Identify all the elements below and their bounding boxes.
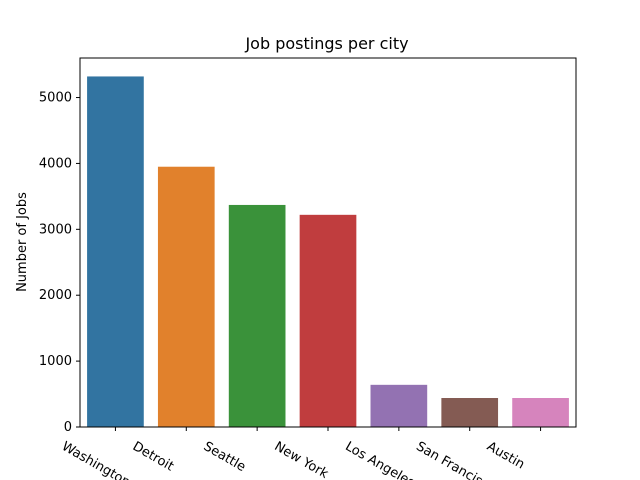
x-tick-label: Los Angeles xyxy=(342,439,417,480)
x-tick-label: Washington xyxy=(59,439,133,480)
x-tick-label: New York xyxy=(272,439,331,480)
bar-washington xyxy=(87,76,144,427)
bar-new-york xyxy=(299,214,357,427)
bar-seattle xyxy=(228,204,286,427)
chart-title: Job postings per city xyxy=(244,34,408,53)
y-tick-label: 3000 xyxy=(39,222,72,237)
y-tick-label: 5000 xyxy=(39,91,72,106)
y-axis-label: Number of Jobs xyxy=(15,192,30,292)
y-tick-label: 4000 xyxy=(39,156,72,171)
y-tick-label: 2000 xyxy=(39,288,72,303)
x-tick-label: San Francisco xyxy=(413,439,498,480)
x-tick-label: Austin xyxy=(484,439,527,472)
bar-detroit xyxy=(157,166,215,428)
y-tick-label: 1000 xyxy=(39,354,72,369)
bar-los-angeles xyxy=(370,384,428,427)
y-tick-label: 0 xyxy=(64,420,72,435)
bars-group xyxy=(87,76,569,428)
y-axis: 0 1000 2000 3000 4000 5000 xyxy=(39,91,80,435)
bar-austin xyxy=(512,398,569,427)
x-tick-label: Detroit xyxy=(130,439,176,474)
bar-san-francisco xyxy=(441,398,499,427)
x-tick-label: Seattle xyxy=(201,439,248,475)
